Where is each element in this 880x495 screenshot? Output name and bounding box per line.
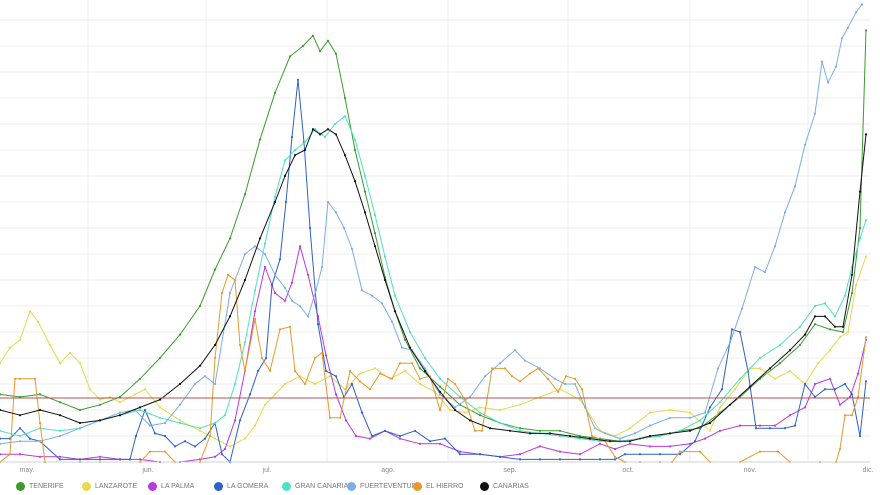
legend-marker-icon: [82, 482, 91, 491]
x-tick-label: nov.: [743, 467, 757, 474]
legend-label: CANARIAS: [493, 483, 529, 490]
legend-marker-icon: [16, 482, 25, 491]
series-lanzarote: [0, 255, 868, 448]
x-tick-label: dic.: [862, 467, 874, 474]
x-tick-label: ago.: [381, 467, 395, 474]
legend-item-lanzarote[interactable]: LANZAROTE: [82, 482, 137, 491]
line-chart: [0, 0, 870, 464]
series-lines: [0, 3, 868, 464]
legend-item-fuerteventura[interactable]: FUERTEVENTURA: [347, 482, 421, 491]
legend-marker-icon: [282, 482, 291, 491]
legend-label: LA PALMA: [161, 483, 195, 490]
series-la-palma: [0, 245, 868, 464]
series-tenerife: [0, 29, 868, 443]
legend-marker-icon: [413, 482, 422, 491]
x-tick-label: may.: [19, 467, 35, 474]
x-tick-label: jun.: [142, 467, 154, 474]
series-el-hierro: [0, 273, 868, 464]
series-fuerteventura: [0, 3, 864, 445]
x-tick-label: jul.: [262, 467, 272, 474]
x-tick-label: oct.: [622, 467, 634, 474]
legend-marker-icon: [148, 482, 157, 491]
series-gran-canaria: [0, 115, 868, 443]
legend-label: FUERTEVENTURA: [360, 483, 422, 490]
legend-item-el-hierro[interactable]: EL HIERRO: [413, 482, 463, 491]
x-tick-label: sep.: [503, 467, 517, 474]
legend: TENERIFE LANZAROTE LA PALMA LA GOMERA GRAN C…: [0, 482, 880, 495]
legend-label: TENERIFE: [29, 483, 64, 490]
legend-marker-icon: [214, 482, 223, 491]
legend-label: EL HIERRO: [426, 483, 464, 490]
legend-label: LANZAROTE: [95, 483, 138, 490]
legend-marker-icon: [347, 482, 356, 491]
gridlines: [0, 0, 870, 462]
legend-item-gran-canaria[interactable]: GRAN CANARIA: [282, 482, 348, 491]
legend-item-canarias[interactable]: CANARIAS: [480, 482, 529, 491]
series-canarias: [0, 128, 868, 443]
legend-marker-icon: [480, 482, 489, 491]
legend-item-tenerife[interactable]: TENERIFE: [16, 482, 64, 491]
legend-label: LA GOMERA: [227, 483, 269, 490]
legend-item-la-gomera[interactable]: LA GOMERA: [214, 482, 268, 491]
legend-item-la-palma[interactable]: LA PALMA: [148, 482, 194, 491]
legend-label: GRAN CANARIA: [295, 483, 349, 490]
series-la-gomera: [0, 78, 868, 464]
